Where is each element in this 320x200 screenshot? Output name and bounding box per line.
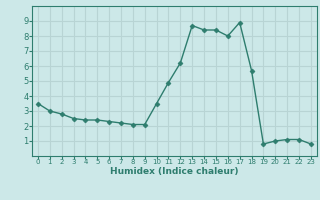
X-axis label: Humidex (Indice chaleur): Humidex (Indice chaleur) xyxy=(110,167,239,176)
